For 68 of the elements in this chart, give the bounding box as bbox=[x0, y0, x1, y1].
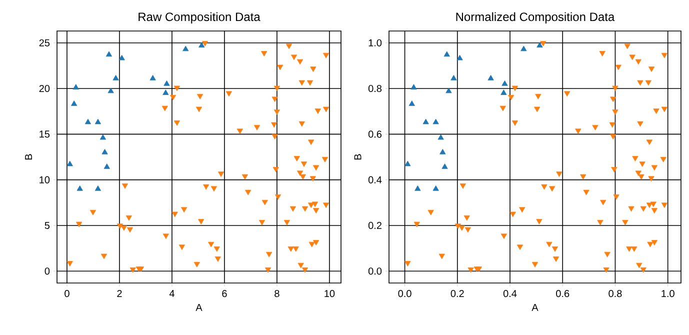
point bbox=[102, 148, 108, 154]
point bbox=[500, 90, 507, 95]
point bbox=[488, 74, 494, 80]
point bbox=[112, 74, 119, 80]
point bbox=[104, 164, 110, 169]
point bbox=[76, 185, 83, 191]
y-tick-label: 1.0 bbox=[368, 39, 382, 46]
point bbox=[440, 148, 446, 154]
point bbox=[106, 51, 112, 57]
x-tick-label: 4 bbox=[169, 290, 174, 297]
point bbox=[414, 185, 421, 191]
point bbox=[94, 118, 102, 124]
y-tick-label: 5 bbox=[44, 222, 50, 229]
point bbox=[450, 74, 457, 80]
y-tick-label: 0.8 bbox=[368, 84, 382, 92]
point bbox=[118, 54, 125, 60]
chart-title: Normalized Composition Data bbox=[456, 12, 615, 24]
y-tick-label: 0.6 bbox=[368, 130, 382, 138]
y-tick-label: 0.4 bbox=[368, 176, 382, 184]
y-axis-title: B bbox=[354, 154, 362, 160]
point bbox=[438, 134, 444, 140]
y-axis-title: B bbox=[25, 154, 32, 160]
x-tick-label: 0.2 bbox=[450, 290, 464, 298]
point bbox=[66, 160, 73, 166]
point bbox=[71, 100, 78, 106]
point bbox=[94, 185, 102, 191]
point bbox=[108, 88, 114, 94]
point bbox=[72, 84, 79, 90]
point bbox=[408, 100, 415, 106]
y-tick-label: 20 bbox=[39, 84, 50, 92]
chart-title: Raw Composition Data bbox=[138, 12, 260, 24]
point bbox=[432, 185, 439, 191]
point bbox=[164, 80, 170, 86]
y-tick-label: 10 bbox=[40, 176, 50, 184]
point bbox=[182, 46, 189, 52]
x-tick-label: 1.0 bbox=[662, 290, 674, 298]
point bbox=[162, 90, 169, 95]
point bbox=[446, 88, 452, 94]
y-tick-label: 0 bbox=[44, 268, 50, 275]
point bbox=[456, 54, 463, 60]
point bbox=[198, 42, 205, 48]
point bbox=[84, 118, 92, 124]
x-tick-label: 0.6 bbox=[556, 290, 570, 298]
x-axis-title: A bbox=[532, 304, 538, 311]
point bbox=[502, 80, 508, 86]
point bbox=[520, 46, 527, 52]
point bbox=[100, 134, 106, 140]
point bbox=[404, 160, 411, 166]
y-tick-label: 0.2 bbox=[368, 222, 382, 230]
x-tick-label: 2 bbox=[117, 290, 122, 297]
x-tick-label: 8 bbox=[274, 290, 280, 298]
point bbox=[442, 164, 448, 169]
point bbox=[432, 118, 439, 124]
x-tick-label: 0.4 bbox=[503, 290, 517, 298]
y-tick-label: 0.0 bbox=[368, 268, 382, 275]
y-tick-label: 15 bbox=[40, 130, 50, 138]
point bbox=[422, 118, 429, 124]
point bbox=[536, 42, 543, 48]
x-tick-label: 0.0 bbox=[398, 290, 412, 298]
x-tick-label: 6 bbox=[222, 290, 227, 298]
x-axis-title: A bbox=[196, 304, 202, 311]
point bbox=[444, 51, 450, 57]
x-tick-label: 0.8 bbox=[608, 290, 622, 298]
point bbox=[150, 74, 156, 80]
x-tick-label: 0 bbox=[64, 290, 70, 298]
point bbox=[410, 84, 417, 90]
x-tick-label: 10 bbox=[324, 290, 335, 298]
y-tick-label: 25 bbox=[39, 39, 50, 46]
